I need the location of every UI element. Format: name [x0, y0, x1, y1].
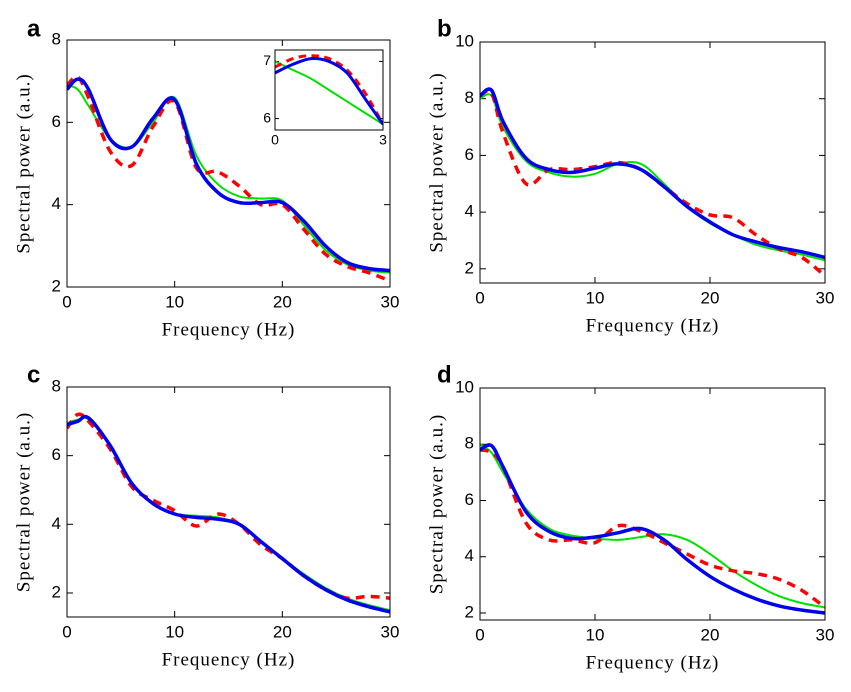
x-tick-label: 0: [271, 132, 279, 148]
y-tick-label: 2: [52, 276, 61, 295]
x-tick-label: 0: [62, 292, 71, 311]
y-tick-label: 8: [465, 88, 474, 107]
x-axis-label: Frequency (Hz): [586, 315, 720, 336]
y-tick-label: 10: [455, 31, 474, 50]
axes-frame: [66, 386, 391, 618]
y-tick-label: 8: [52, 29, 61, 48]
axes-frame: [66, 39, 391, 288]
axes-frame: [479, 41, 826, 284]
line-series: [275, 56, 383, 126]
y-axis-label: Spectral power (a.u.): [13, 73, 34, 253]
line-series: [275, 54, 383, 126]
y-tick-label: 8: [465, 434, 474, 453]
line-series: [67, 414, 390, 614]
x-tick-label: 0: [475, 288, 484, 307]
axes-frame: [274, 49, 384, 131]
y-tick-label: 4: [52, 514, 61, 533]
y-tick-label: 6: [263, 109, 271, 125]
y-tick-label: 4: [465, 202, 474, 221]
y-tick-label: 2: [52, 582, 61, 601]
y-tick-label: 8: [52, 376, 61, 395]
y-axis-label: Spectral power (a.u.): [13, 412, 34, 592]
line-series: [275, 60, 383, 126]
x-tick-label: 3: [379, 132, 387, 148]
x-tick-label: 10: [586, 288, 605, 307]
y-axis-label: Spectral power (a.u.): [426, 72, 447, 252]
line-series: [480, 448, 825, 609]
x-tick-label: 0: [475, 625, 484, 644]
x-tick-label: 30: [816, 625, 835, 644]
y-tick-label: 2: [465, 258, 474, 277]
x-tick-label: 10: [586, 625, 605, 644]
x-tick-label: 0: [62, 622, 71, 641]
x-tick-label: 10: [165, 622, 184, 641]
x-tick-label: 20: [273, 292, 292, 311]
line-series: [480, 443, 825, 615]
x-tick-label: 30: [381, 622, 400, 641]
y-tick-label: 7: [263, 52, 271, 68]
line-series: [480, 87, 825, 260]
line-series: [67, 84, 390, 274]
panel-letter: c: [27, 361, 40, 388]
plot-background: [480, 388, 825, 620]
y-tick-label: 10: [455, 377, 474, 396]
x-tick-label: 20: [273, 622, 292, 641]
y-tick-label: 6: [465, 145, 474, 164]
line-series: [480, 93, 825, 262]
line-series: [480, 89, 825, 278]
panel: 0 10 20 30 2 4 6 8 10 Frequency (Hz) Spectral powe…: [426, 15, 834, 336]
inset: 0 3 6 7: [263, 49, 387, 148]
x-axis-label: Frequency (Hz): [586, 652, 720, 673]
x-tick-label: 20: [701, 288, 720, 307]
y-tick-label: 4: [465, 546, 474, 565]
panel-letter: a: [27, 15, 41, 42]
y-axis-label: Spectral power (a.u.): [426, 414, 447, 594]
line-series: [67, 77, 390, 273]
line-series: [67, 75, 390, 283]
plot-background: [67, 387, 390, 617]
panel: 0 10 20 30 2 4 6 8 Frequency (Hz) Spectral power …: [13, 361, 399, 670]
x-axis-label: Frequency (Hz): [162, 649, 296, 670]
y-tick-label: 4: [52, 194, 61, 213]
y-tick-label: 6: [52, 445, 61, 464]
y-tick-label: 2: [465, 602, 474, 621]
x-tick-label: 30: [816, 288, 835, 307]
panel-letter: b: [437, 15, 452, 42]
x-tick-label: 20: [701, 625, 720, 644]
axes-frame: [479, 387, 826, 621]
panel: 0 10 20 30 2 4 6 8 10 Frequency (Hz) Spectral powe…: [426, 361, 834, 673]
x-axis-label: Frequency (Hz): [162, 319, 296, 340]
y-tick-label: 6: [52, 112, 61, 131]
panel-letter: d: [437, 361, 452, 388]
x-tick-label: 30: [381, 292, 400, 311]
y-tick-label: 6: [465, 490, 474, 509]
x-tick-label: 10: [165, 292, 184, 311]
